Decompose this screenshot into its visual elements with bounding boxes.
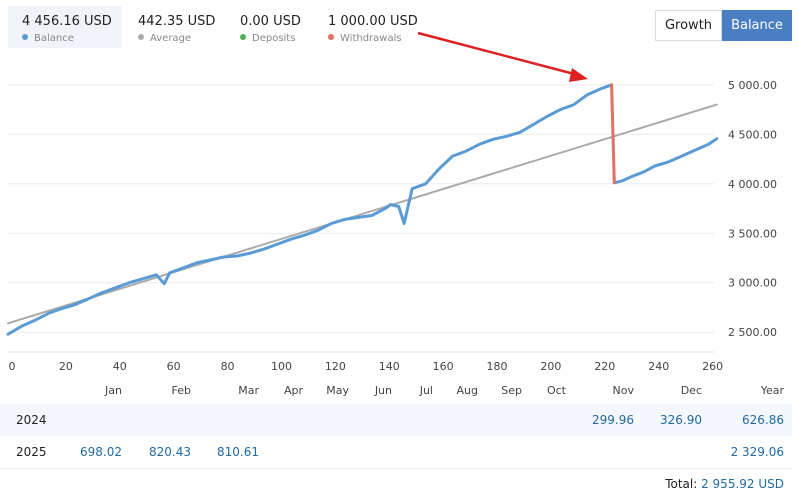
stat-deposits-label: Deposits: [252, 33, 296, 44]
y-tick-label: 3 500.00: [728, 227, 777, 240]
x-tick-label: 20: [59, 360, 73, 373]
month-header: Oct: [546, 384, 566, 397]
table-cell[interactable]: 626.86: [742, 413, 784, 427]
y-axis-labels: 2 500.00 3 000.00 3 500.00 4 000.00 4 500.00…: [728, 79, 777, 339]
total-value: 2 955.92 USD: [701, 477, 784, 491]
month-header: Feb: [171, 384, 191, 397]
stat-average-value: 442.35 USD: [138, 14, 216, 29]
month-header: Sep: [501, 384, 522, 397]
annotation-arrow-line: [417, 31, 579, 77]
table-cell[interactable]: 326.90: [660, 413, 702, 427]
stat-deposits[interactable]: 0.00 USD Deposits: [226, 6, 316, 48]
deposits-dot-icon: [240, 34, 246, 40]
month-header: May: [326, 384, 349, 397]
x-tick-label: 200: [540, 360, 561, 373]
growth-button[interactable]: Growth: [655, 10, 722, 41]
x-tick-label: 180: [487, 360, 508, 373]
x-tick-label: 140: [379, 360, 400, 373]
month-header: Mar: [238, 384, 259, 397]
table-cell[interactable]: 820.43: [149, 445, 191, 459]
y-tick-label: 4 000.00: [728, 178, 777, 191]
table-divider: [0, 468, 792, 469]
annotation-arrow-head: [569, 68, 588, 82]
x-tick-label: 240: [648, 360, 669, 373]
table-cell[interactable]: 810.61: [217, 445, 259, 459]
balance-dot-icon: [22, 34, 28, 40]
stats-bar: 4 456.16 USD Balance 442.35 USD Average …: [0, 0, 440, 50]
x-tick-label: 120: [325, 360, 346, 373]
x-tick-label: 40: [113, 360, 127, 373]
y-tick-label: 2 500.00: [728, 326, 777, 339]
stat-withdrawals[interactable]: 1 000.00 USD Withdrawals: [314, 6, 424, 48]
x-tick-label: 220: [594, 360, 615, 373]
x-tick-label: 60: [167, 360, 181, 373]
stat-balance-label: Balance: [34, 33, 74, 44]
annotation-arrow: [417, 31, 588, 82]
series-line-balance: [612, 137, 719, 185]
row-year: 2025: [16, 445, 47, 459]
month-header: Dec: [680, 384, 702, 397]
stat-balance[interactable]: 4 456.16 USD Balance: [8, 6, 122, 48]
month-header: Nov: [612, 384, 634, 397]
stat-withdrawals-label: Withdrawals: [340, 33, 402, 44]
y-tick-label: 3 000.00: [728, 277, 777, 290]
month-header: Jan: [105, 384, 122, 397]
table-cell[interactable]: 2 329.06: [730, 445, 784, 459]
x-tick-label: 260: [702, 360, 723, 373]
stat-deposits-value: 0.00 USD: [240, 14, 301, 29]
balance-button[interactable]: Balance: [722, 10, 792, 41]
x-axis-labels: 0 20 40 60 80 100 120 140 160 180 200 220 240 260: [9, 360, 724, 373]
table-cell[interactable]: 299.96: [592, 413, 634, 427]
y-tick-label: 5 000.00: [728, 79, 777, 92]
month-header: Apr: [283, 384, 303, 397]
month-header: Jul: [419, 384, 433, 397]
total-label: Total:: [665, 477, 698, 491]
stat-average[interactable]: 442.35 USD Average: [124, 6, 224, 48]
table-row-2025: 2025 698.02 820.43 810.61 2 329.06: [0, 436, 792, 468]
stat-balance-value: 4 456.16 USD: [22, 14, 112, 29]
x-tick-label: 160: [433, 360, 454, 373]
y-tick-label: 4 500.00: [728, 128, 777, 141]
month-header: Jun: [374, 384, 392, 397]
table-cell[interactable]: 698.02: [80, 445, 122, 459]
row-year: 2024: [16, 413, 47, 427]
series-line-average: [7, 103, 718, 325]
month-header: Year: [760, 384, 784, 397]
average-dot-icon: [138, 34, 144, 40]
stat-withdrawals-value: 1 000.00 USD: [328, 14, 418, 29]
month-header: Aug: [456, 384, 478, 397]
balance-chart: 2 500.00 3 000.00 3 500.00 4 000.00 4 500.00…: [6, 31, 777, 373]
grid-lines: [8, 84, 714, 353]
x-tick-label: 100: [271, 360, 292, 373]
total-summary: Total: 2 955.92 USD: [665, 477, 784, 491]
series-line-withdrawals: [610, 83, 616, 185]
x-tick-label: 80: [221, 360, 235, 373]
x-tick-label: 0: [9, 360, 16, 373]
series-lines: [6, 83, 719, 336]
withdrawals-dot-icon: [328, 34, 334, 40]
series-line-balance: [6, 83, 614, 336]
table-row-2024: 2024 299.96 326.90 626.86: [0, 404, 792, 436]
stat-average-label: Average: [150, 33, 192, 44]
